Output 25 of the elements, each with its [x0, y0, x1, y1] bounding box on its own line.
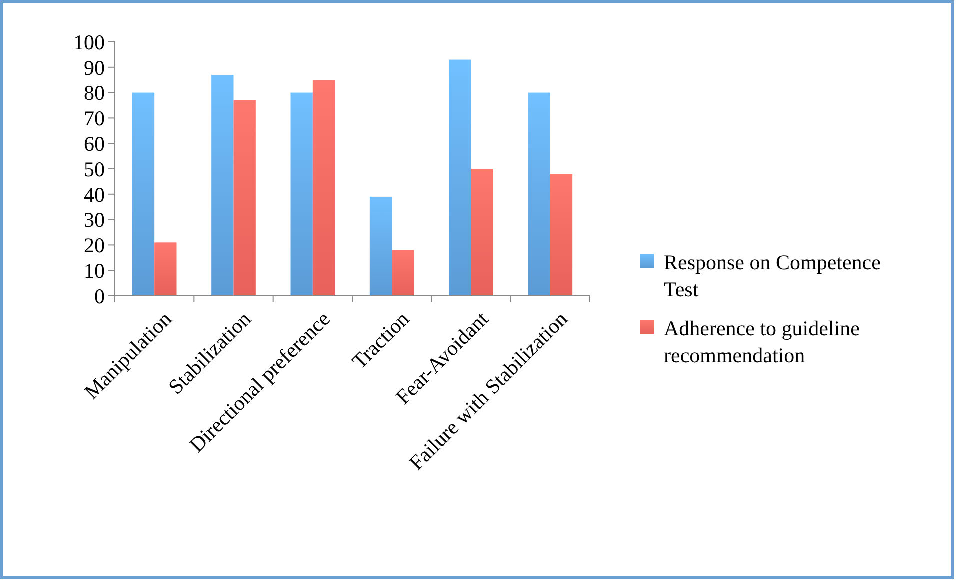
- bar: [212, 75, 234, 296]
- bar: [290, 92, 313, 296]
- y-tick-label: 50: [84, 157, 105, 182]
- y-tick-label: 100: [74, 30, 105, 54]
- y-tick-label: 30: [84, 208, 105, 232]
- bar: [312, 80, 336, 296]
- bar: [132, 92, 155, 296]
- y-tick-label: 40: [84, 182, 105, 207]
- legend-label: Response on Competence Test: [664, 250, 881, 302]
- bar: [550, 174, 573, 296]
- y-tick-label: 70: [84, 106, 105, 131]
- y-tick-label: 80: [84, 81, 105, 106]
- bar: [392, 250, 414, 296]
- bar: [471, 169, 494, 296]
- bar: [449, 60, 472, 296]
- y-tick-label: 90: [84, 56, 105, 80]
- y-tick-label: 60: [84, 132, 105, 156]
- legend-label: Adherence to guideline recommendation: [664, 316, 860, 368]
- bar: [528, 92, 550, 296]
- bar: [234, 100, 256, 296]
- bar: [370, 196, 392, 296]
- y-tick-label: 10: [84, 258, 105, 283]
- y-tick-label: 20: [84, 234, 105, 258]
- bar: [154, 242, 177, 296]
- y-tick-label: 0: [94, 284, 105, 308]
